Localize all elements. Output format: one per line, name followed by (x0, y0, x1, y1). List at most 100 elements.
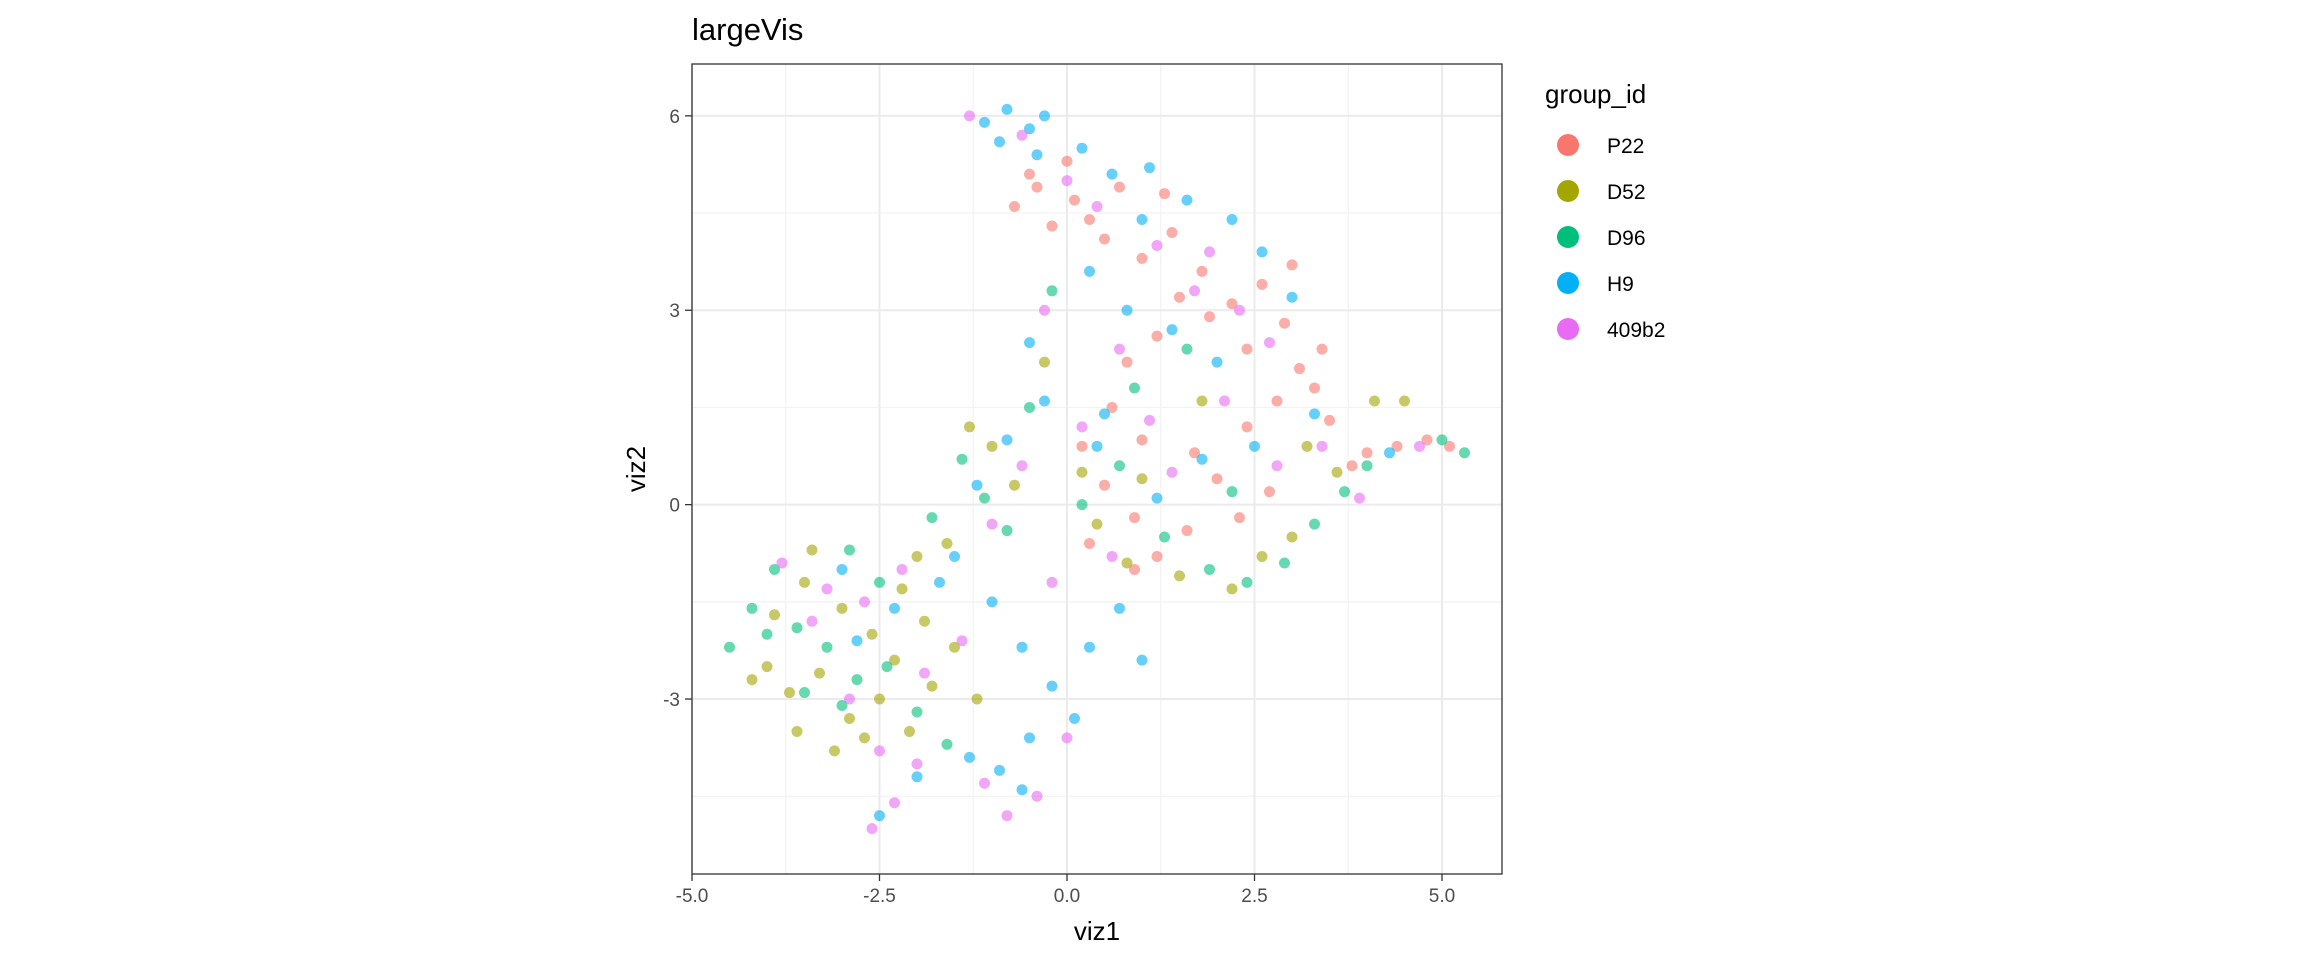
scatter-point-H9 (1286, 291, 1298, 303)
scatter-point-D96 (821, 641, 833, 653)
scatter-point-409b2 (1144, 414, 1155, 426)
scatter-point-P22 (1069, 194, 1080, 206)
scatter-point-D52 (874, 693, 885, 705)
x-tick-label: 0.0 (1054, 886, 1080, 907)
scatter-point-P22 (1279, 317, 1290, 329)
scatter-point-409b2 (1219, 395, 1230, 407)
scatter-point-P22 (1129, 512, 1140, 524)
scatter-point-D52 (971, 693, 983, 705)
scatter-point-H9 (1136, 654, 1148, 666)
scatter-point-D96 (799, 687, 810, 699)
scatter-point-P22 (1234, 512, 1245, 524)
scatter-point-D52 (926, 680, 938, 692)
scatter-point-D52 (761, 661, 773, 673)
scatter-point-D52 (911, 550, 923, 562)
scatter-point-P22 (1076, 440, 1088, 452)
scatter-point-P22 (1294, 363, 1305, 375)
scatter-point-D96 (1339, 486, 1350, 498)
legend-key-409b2 (1557, 318, 1579, 340)
scatter-point-409b2 (1016, 129, 1028, 141)
scatter-point-409b2 (1046, 576, 1058, 588)
scatter-point-H9 (1001, 434, 1013, 446)
y-tick-label: 3 (669, 301, 680, 322)
scatter-point-H9 (1001, 103, 1013, 115)
scatter-point-D96 (1046, 285, 1058, 297)
scatter-point-H9 (1151, 492, 1163, 504)
scatter-point-409b2 (866, 823, 878, 835)
scatter-point-D52 (1301, 440, 1313, 452)
scatter-point-D52 (1256, 550, 1268, 562)
scatter-point-H9 (1076, 142, 1088, 154)
scatter-point-H9 (911, 771, 923, 783)
y-tick-label: 0 (669, 496, 680, 517)
scatter-point-H9 (1016, 641, 1028, 653)
scatter-point-P22 (1024, 168, 1035, 180)
grid-minor (692, 64, 1502, 874)
x-axis-title: viz1 (1074, 916, 1120, 946)
legend-title: group_id (1545, 79, 1646, 109)
scatter-point-409b2 (844, 693, 855, 705)
scatter-point-D52 (859, 732, 870, 744)
scatter-point-D96 (761, 628, 773, 640)
scatter-point-D96 (1279, 557, 1290, 569)
scatter-point-P22 (1099, 479, 1110, 491)
scatter-point-H9 (1226, 214, 1238, 226)
scatter-point-H9 (1016, 784, 1028, 796)
scatter-point-H9 (1069, 712, 1080, 724)
scatter-point-P22 (1264, 486, 1275, 498)
scatter-point-P22 (1046, 220, 1058, 232)
scatter-point-H9 (979, 116, 990, 128)
scatter-point-H9 (1309, 408, 1320, 420)
plot-title: largeVis (692, 12, 803, 47)
scatter-point-D96 (791, 622, 803, 634)
scatter-point-409b2 (979, 777, 990, 789)
scatter-point-409b2 (821, 583, 833, 595)
scatter-point-P22 (1106, 401, 1118, 413)
scatter-point-409b2 (1106, 550, 1118, 562)
scatter-point-P22 (1271, 395, 1283, 407)
scatter-points (724, 103, 1470, 835)
scatter-point-H9 (1181, 194, 1193, 206)
scatter-point-D52 (1286, 531, 1298, 543)
scatter-point-H9 (1136, 214, 1148, 226)
scatter-point-409b2 (874, 745, 885, 757)
scatter-point-P22 (1346, 460, 1358, 472)
scatter-point-D96 (836, 700, 848, 712)
scatter-point-D52 (791, 725, 803, 737)
scatter-point-D52 (784, 687, 795, 699)
scatter-point-H9 (1121, 304, 1133, 316)
scatter-point-D52 (814, 667, 825, 679)
scatter-point-409b2 (776, 557, 788, 569)
scatter-point-D96 (1226, 486, 1238, 498)
scatter-point-D52 (799, 576, 810, 588)
scatter-point-H9 (1046, 680, 1058, 692)
scatter-point-D96 (851, 674, 863, 686)
scatter-point-P22 (1196, 265, 1208, 277)
scatter-point-D52 (949, 641, 960, 653)
scatter-point-H9 (1196, 453, 1208, 465)
scatter-point-D96 (1076, 499, 1088, 511)
grid-major (691, 64, 1502, 874)
scatter-point-409b2 (911, 758, 923, 770)
legend: group_id P22 D52 D96 H9 409b2 (1545, 79, 1665, 342)
scatter-point-P22 (1181, 525, 1193, 537)
scatter-point-409b2 (1354, 492, 1365, 504)
legend-key-H9 (1557, 272, 1579, 294)
scatter-point-D96 (941, 738, 953, 750)
scatter-point-409b2 (1114, 343, 1125, 355)
scatter-point-409b2 (919, 667, 930, 679)
scatter-point-H9 (934, 576, 945, 588)
scatter-point-D52 (829, 745, 840, 757)
scatter-point-409b2 (1271, 460, 1283, 472)
scatter-point-D96 (769, 563, 780, 575)
scatter-point-409b2 (896, 563, 908, 575)
scatter-point-D96 (1436, 434, 1448, 446)
scatter-point-409b2 (1091, 201, 1103, 213)
x-tick-label: 2.5 (1241, 886, 1267, 907)
legend-label-D96: D96 (1607, 227, 1646, 250)
scatter-point-H9 (994, 764, 1005, 776)
scatter-point-H9 (1024, 732, 1035, 744)
scatter-point-409b2 (964, 110, 975, 122)
scatter-point-H9 (1084, 641, 1095, 653)
